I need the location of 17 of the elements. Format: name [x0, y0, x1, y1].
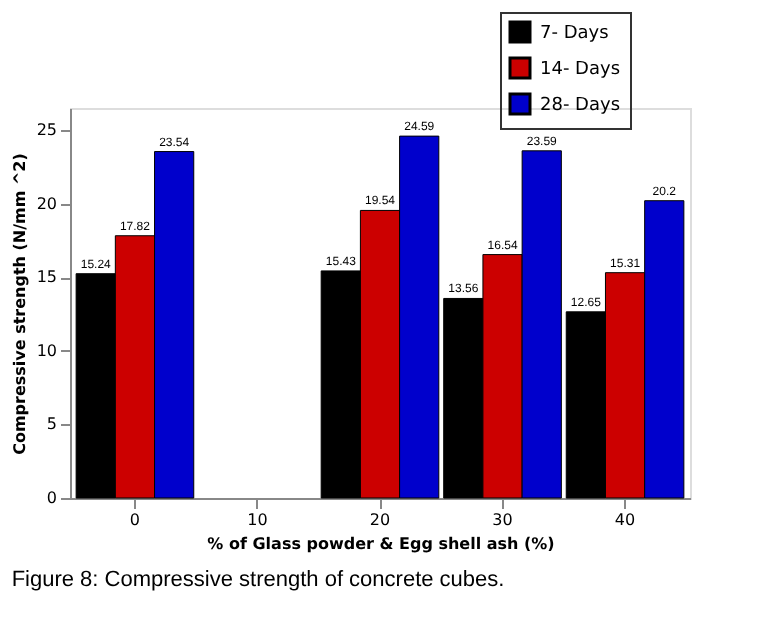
x-tick-label: 0	[129, 511, 141, 529]
y-tick-label: 20	[36, 194, 57, 213]
x-tick-label: 30	[492, 511, 513, 529]
caption: Figure 8: Compressive strength of concrete cubes.	[11, 568, 505, 592]
y-tick-label: 15	[36, 268, 57, 287]
x-tick-label: 40	[614, 511, 636, 529]
y-tick-label: 25	[36, 121, 57, 140]
y-tick-label: 5	[46, 415, 57, 434]
x-axis-title: % of Glass powder & Egg shell ash (%)	[207, 535, 555, 553]
x-tick-label: 10	[247, 511, 268, 529]
legend-label: 28- Days	[540, 96, 621, 116]
y-tick-label: 10	[36, 341, 57, 360]
y-axis-title: Compressive strength (N/mm ^2)	[10, 153, 29, 455]
x-tick-label: 20	[369, 511, 391, 529]
y-tick-label: 0	[46, 489, 57, 507]
legend-label: 14- Days	[540, 60, 621, 80]
legend-label: 7- Days	[540, 24, 610, 44]
